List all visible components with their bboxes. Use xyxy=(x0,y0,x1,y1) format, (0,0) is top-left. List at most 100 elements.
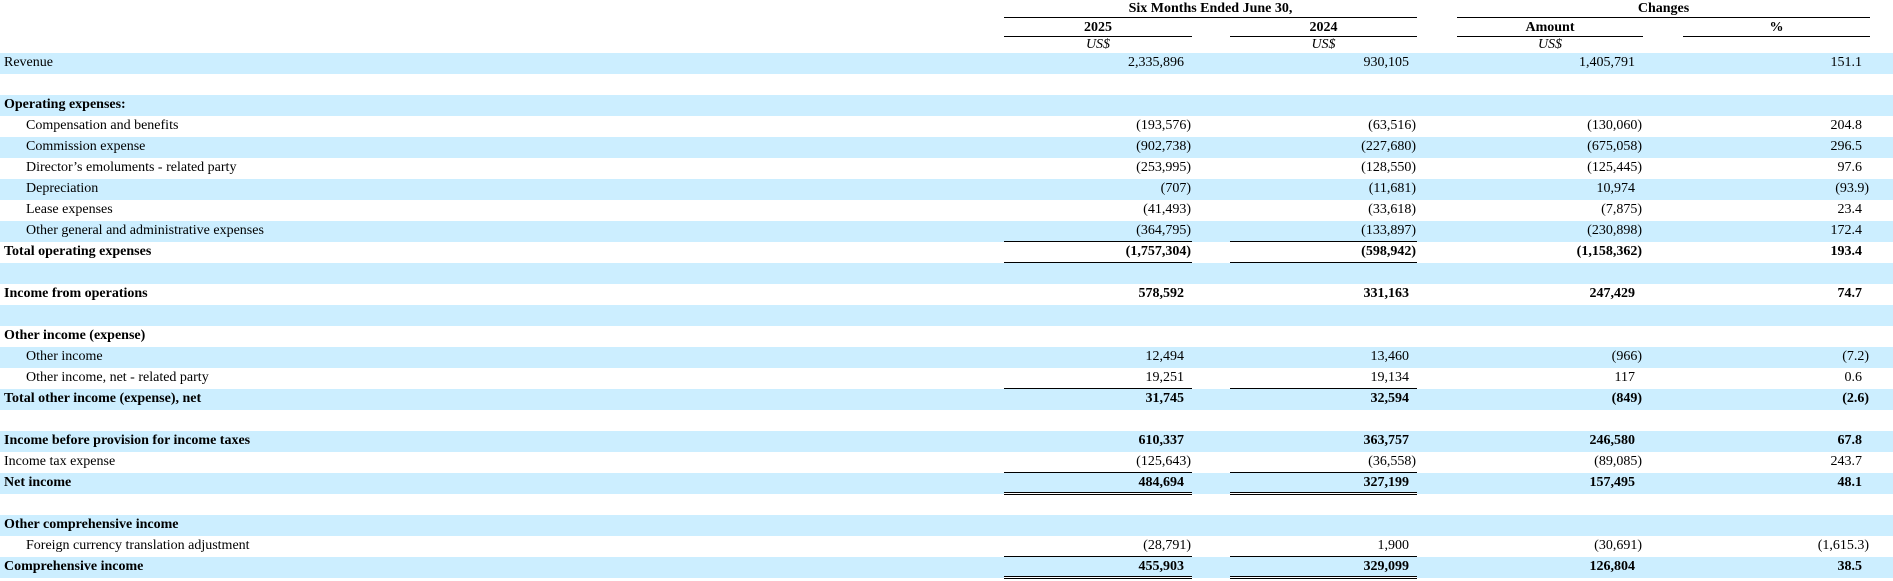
column-gap xyxy=(1192,17,1230,36)
spacer-row xyxy=(0,262,1893,284)
currency-spacer-pct xyxy=(1683,36,1870,53)
value-2025: 2,335,896 xyxy=(1128,55,1184,70)
column-gap xyxy=(1417,137,1457,158)
column-gap xyxy=(1192,36,1230,53)
column-header-pct: % xyxy=(1683,17,1871,37)
value-change-amount: 246,580 xyxy=(1589,433,1636,448)
value-2024 xyxy=(1230,74,1417,95)
column-gap xyxy=(1643,515,1683,536)
value-2024: 32,594 xyxy=(1370,391,1410,407)
value-2024: (11,681) xyxy=(1368,181,1416,196)
value-2025: (364,795) xyxy=(1136,222,1191,238)
row-right-margin xyxy=(1870,536,1893,557)
value-change-pct: 97.6 xyxy=(1837,160,1863,175)
value-change-amount xyxy=(1457,263,1643,284)
column-gap xyxy=(1643,36,1683,53)
value-2025 xyxy=(1004,326,1192,347)
row-right-margin xyxy=(1870,263,1893,284)
row-label xyxy=(0,74,1004,95)
row-right-margin xyxy=(1870,179,1893,200)
column-gap xyxy=(1643,95,1683,116)
row-label: Income before provision for income taxes xyxy=(4,433,251,448)
row-right-margin xyxy=(1870,221,1893,242)
row-label: Other income, net - related party xyxy=(26,370,209,385)
column-gap xyxy=(1417,305,1457,326)
row-right-margin xyxy=(1870,305,1893,326)
value-2025 xyxy=(1004,263,1192,284)
column-gap xyxy=(1643,53,1683,74)
value-change-pct xyxy=(1683,410,1870,431)
table-row: Foreign currency translation adjustment (… xyxy=(0,535,1893,557)
value-change-amount: (1,158,362) xyxy=(1576,244,1642,259)
table-row: Revenue 2,335,896 930,105 1,405,791 151.1 xyxy=(0,52,1893,74)
value-2024: (33,618) xyxy=(1368,202,1416,217)
column-gap xyxy=(1192,473,1230,494)
row-label: Other income xyxy=(26,349,103,364)
value-2024 xyxy=(1230,326,1417,347)
value-change-pct: (2.6) xyxy=(1842,391,1870,406)
column-gap xyxy=(1417,116,1457,137)
value-2024: 13,460 xyxy=(1370,349,1410,364)
table-row: Income from operations 578,592 331,163 247,… xyxy=(0,284,1893,305)
value-change-amount: 247,429 xyxy=(1589,286,1636,301)
column-gap xyxy=(1417,221,1457,242)
value-2024: 19,134 xyxy=(1230,367,1417,389)
value-change-amount: (7,875) xyxy=(1601,202,1642,217)
value-change-amount: (89,085) xyxy=(1594,454,1642,469)
table-row: Depreciation (707) (11,681) 10,974 (93.9) xyxy=(0,178,1893,200)
column-gap xyxy=(1192,137,1230,158)
row-right-margin xyxy=(1870,74,1893,95)
column-gap xyxy=(1417,53,1457,74)
table-row: Compensation and benefits (193,576) (63,51… xyxy=(0,116,1893,137)
column-gap xyxy=(1643,242,1683,263)
column-gap xyxy=(1192,95,1230,116)
column-gap xyxy=(1192,74,1230,95)
value-change-pct xyxy=(1683,494,1870,515)
row-right-margin xyxy=(1870,494,1893,515)
column-gap xyxy=(1192,452,1230,473)
column-gap xyxy=(1643,473,1683,494)
value-change-amount: 1,405,791 xyxy=(1579,55,1635,70)
row-label: Other income (expense) xyxy=(4,328,146,343)
column-gap xyxy=(1643,137,1683,158)
value-2024: 331,163 xyxy=(1363,286,1410,301)
header-spacer xyxy=(1870,17,1893,36)
value-change-amount: (675,058) xyxy=(1587,139,1642,154)
spacer-row xyxy=(0,410,1893,431)
column-gap xyxy=(1643,494,1683,515)
column-gap xyxy=(1192,221,1230,242)
period-group-header: Six Months Ended June 30, xyxy=(1004,0,1417,18)
row-label xyxy=(0,263,1004,284)
row-right-margin xyxy=(1870,116,1893,137)
row-label: Total operating expenses xyxy=(4,244,152,259)
value-change-amount xyxy=(1457,515,1643,536)
row-label: Income from operations xyxy=(4,286,148,301)
column-gap xyxy=(1192,557,1230,578)
value-2024: 1,900 xyxy=(1230,535,1417,557)
value-change-pct xyxy=(1683,515,1870,536)
column-gap xyxy=(1417,242,1457,263)
column-gap xyxy=(1643,305,1683,326)
value-change-amount: 126,804 xyxy=(1589,559,1636,574)
value-2025 xyxy=(1004,95,1192,116)
column-gap xyxy=(1417,389,1457,410)
value-2024: 327,199 xyxy=(1230,472,1417,495)
column-gap xyxy=(1417,326,1457,347)
value-2024: 363,757 xyxy=(1363,433,1410,448)
column-gap xyxy=(1417,284,1457,305)
value-2025 xyxy=(1004,515,1192,536)
currency-label-2025: US$ xyxy=(1085,36,1111,52)
column-gap xyxy=(1417,0,1457,17)
row-right-margin xyxy=(1870,515,1893,536)
value-2025: 578,592 xyxy=(1138,286,1185,301)
row-label xyxy=(0,494,1004,515)
value-2025: 19,251 xyxy=(1004,367,1192,389)
column-gap xyxy=(1192,410,1230,431)
value-change-pct: (1,615.3) xyxy=(1817,538,1870,553)
column-gap xyxy=(1643,200,1683,221)
value-2025: 12,494 xyxy=(1145,349,1185,364)
row-right-margin xyxy=(1870,53,1893,74)
value-2024: (36,558) xyxy=(1230,451,1417,473)
row-right-margin xyxy=(1870,158,1893,179)
row-right-margin xyxy=(1870,284,1893,305)
